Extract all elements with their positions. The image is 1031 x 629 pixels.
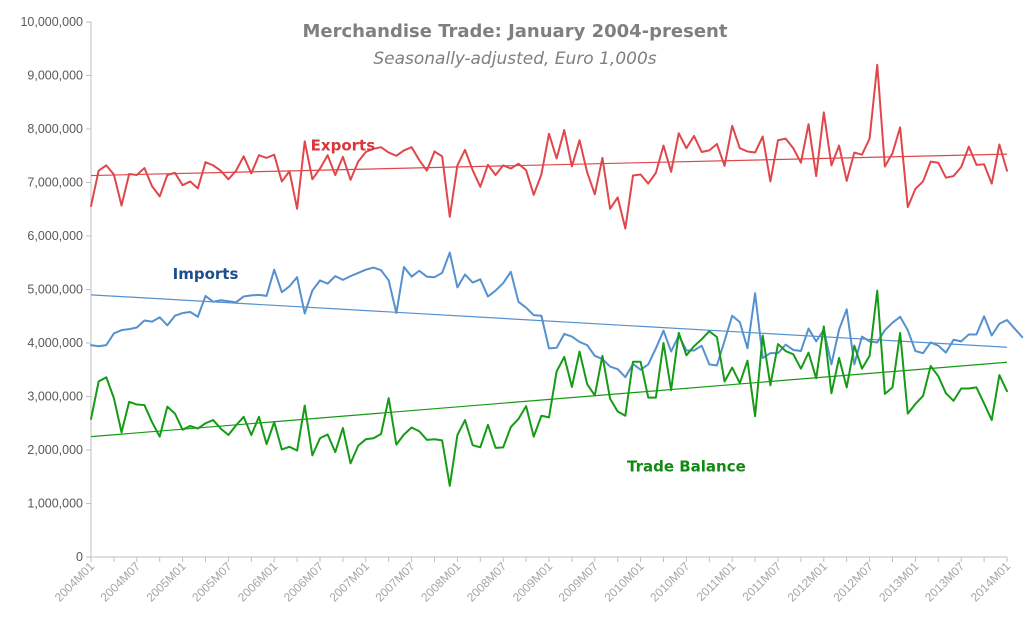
x-tick-label: 2007M01 [327,559,373,605]
x-tick-label: 2012M01 [785,559,831,605]
chart-subtitle: Seasonally-adjusted, Euro 1,000s [373,49,656,69]
y-tick-label: 2,000,000 [27,443,83,457]
y-tick-label: 4,000,000 [27,336,83,350]
x-tick-label: 2006M01 [235,559,281,605]
y-tick-label: 6,000,000 [27,229,83,243]
y-tick-label: 0 [76,550,83,564]
x-tick-label: 2007M07 [372,559,418,605]
chart-title: Merchandise Trade: January 2004-present [303,21,728,42]
x-tick-label: 2004M01 [52,559,98,605]
exports-trendline [90,153,1008,177]
trade-balance-series-line [90,289,1008,487]
trade-balance-trendline [90,361,1008,438]
x-tick-label: 2010M01 [601,559,647,605]
plot-area [90,22,1024,558]
y-tick-label: 9,000,000 [27,69,83,83]
y-tick-label: 3,000,000 [27,390,83,404]
trade-balance-series-label: Trade Balance [627,457,746,475]
x-tick-label: 2010M07 [647,559,693,605]
x-tick-label: 2009M07 [556,559,602,605]
imports-series-line [90,251,1024,379]
x-tick-label: 2013M01 [876,559,922,605]
exports-series-label: Exports [311,136,376,154]
x-tick-label: 2008M01 [418,559,464,605]
y-tick-label: 8,000,000 [27,122,83,136]
imports-series-label: Imports [173,265,239,283]
x-tick-label: 2009M01 [510,559,556,605]
y-tick-label: 1,000,000 [27,497,83,511]
exports-series-line [90,63,1008,230]
imports-trendline [90,294,1008,348]
x-tick-label: 2013M07 [922,559,968,605]
x-tick-label: 2011M07 [739,559,784,604]
x-tick-label: 2005M01 [143,559,189,605]
x-tick-label: 2012M07 [830,559,876,605]
y-tick-label: 7,000,000 [27,176,83,190]
y-axis-ticks: 0 1,000,000 2,000,000 3,000,000 4,000,000 5,0… [20,15,91,564]
x-tick-label: 2005M07 [189,559,235,605]
x-tick-label: 2008M07 [464,559,510,605]
y-tick-label: 10,000,000 [20,15,83,29]
x-tick-label: 2014M01 [968,559,1014,605]
x-axis-ticks: 2004M01 2004M07 2005M01 2005M07 2006M01 2006M… [52,557,1014,605]
x-tick-label: 2006M07 [281,559,327,605]
x-tick-label: 2004M07 [98,559,144,605]
series-labels: Exports Imports Trade Balance [173,136,746,475]
y-tick-label: 5,000,000 [27,283,83,297]
x-tick-label: 2011M01 [694,559,739,604]
